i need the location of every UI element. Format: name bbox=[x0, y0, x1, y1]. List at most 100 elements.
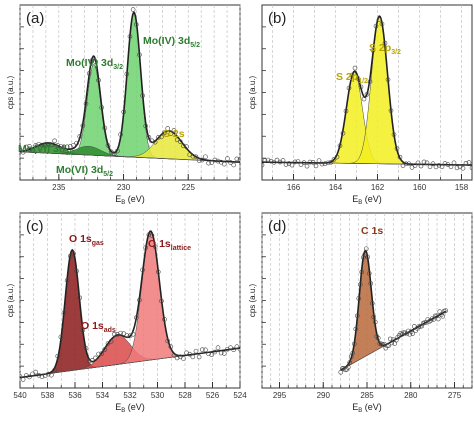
data-point bbox=[370, 48, 376, 53]
data-point bbox=[193, 348, 199, 354]
data-point bbox=[392, 341, 398, 346]
data-point bbox=[215, 345, 221, 351]
data-point bbox=[268, 158, 274, 164]
data-point bbox=[159, 298, 164, 304]
data-point bbox=[121, 109, 127, 115]
data-point bbox=[340, 130, 346, 136]
data-point bbox=[221, 351, 227, 356]
x-tick-label: 285 bbox=[360, 391, 374, 400]
data-point bbox=[371, 314, 377, 320]
data-point bbox=[355, 76, 361, 81]
data-point bbox=[357, 282, 363, 287]
data-point bbox=[64, 144, 70, 150]
data-point bbox=[372, 319, 378, 325]
data-point bbox=[237, 156, 240, 162]
data-point bbox=[133, 315, 139, 320]
data-point bbox=[343, 108, 349, 114]
data-point bbox=[286, 161, 292, 166]
data-point bbox=[39, 142, 45, 148]
data-point bbox=[404, 331, 410, 337]
data-point bbox=[33, 143, 39, 148]
data-point bbox=[52, 138, 57, 144]
data-point bbox=[162, 317, 167, 322]
x-tick-label: 275 bbox=[448, 391, 462, 400]
x-tick-label: 164 bbox=[329, 183, 343, 192]
data-point bbox=[304, 163, 310, 169]
data-point bbox=[363, 246, 369, 252]
data-point bbox=[319, 161, 325, 167]
data-point bbox=[165, 126, 171, 131]
peak-annotation: C 1s bbox=[361, 225, 383, 237]
data-point bbox=[181, 143, 186, 149]
x-tick-label: 290 bbox=[317, 391, 331, 400]
x-axis-label: EB (eV) bbox=[115, 402, 145, 414]
peak-annotation: Mo(VI) 3d3/2 bbox=[18, 143, 75, 157]
plot-area bbox=[20, 7, 240, 168]
peak-annotation: Mo(VI) 3d5/2 bbox=[56, 164, 113, 178]
data-point bbox=[365, 254, 371, 260]
data-point bbox=[55, 143, 61, 148]
data-point bbox=[325, 160, 331, 166]
data-point bbox=[155, 135, 161, 140]
data-point bbox=[102, 347, 108, 352]
data-point bbox=[418, 163, 424, 169]
data-point bbox=[342, 367, 348, 373]
data-point bbox=[225, 156, 230, 161]
data-point bbox=[397, 154, 403, 160]
panel-c: 540 538 536 534 532 530 528 526 524 EB (eV) cps (a… bbox=[6, 212, 247, 414]
data-point bbox=[165, 338, 171, 344]
data-point bbox=[105, 341, 111, 346]
data-point bbox=[168, 131, 174, 136]
data-point bbox=[74, 268, 79, 274]
data-point bbox=[225, 346, 230, 352]
data-point bbox=[30, 147, 35, 153]
data-point bbox=[451, 160, 457, 166]
x-tick-label: 158 bbox=[455, 183, 469, 192]
data-point bbox=[421, 159, 427, 165]
data-point bbox=[130, 7, 136, 12]
data-point bbox=[89, 57, 95, 63]
data-point bbox=[184, 350, 189, 356]
panel-label: (c) bbox=[26, 218, 44, 235]
data-point bbox=[295, 159, 301, 164]
panel-label: (b) bbox=[268, 10, 286, 27]
data-point bbox=[118, 132, 123, 137]
data-point bbox=[438, 312, 444, 317]
plot-area bbox=[338, 246, 449, 375]
data-point bbox=[184, 144, 189, 150]
data-point bbox=[61, 144, 67, 150]
data-point bbox=[187, 152, 193, 158]
x-tick-label: 524 bbox=[233, 391, 247, 400]
data-point bbox=[448, 164, 454, 170]
data-point bbox=[368, 281, 374, 286]
data-point bbox=[218, 159, 224, 165]
data-point bbox=[108, 339, 114, 344]
fit-envelope bbox=[340, 249, 447, 371]
data-point bbox=[424, 160, 430, 166]
data-point bbox=[356, 296, 362, 301]
data-point bbox=[127, 333, 133, 339]
data-point bbox=[362, 252, 368, 257]
data-point bbox=[86, 71, 92, 76]
data-point bbox=[118, 330, 123, 336]
data-point bbox=[49, 142, 54, 148]
data-point bbox=[394, 146, 400, 151]
data-point bbox=[348, 354, 354, 360]
x-tick-label: 532 bbox=[123, 391, 137, 400]
data-point bbox=[203, 154, 208, 160]
data-point bbox=[27, 144, 32, 149]
data-point bbox=[441, 308, 447, 314]
data-point bbox=[411, 324, 417, 329]
data-point bbox=[413, 328, 419, 333]
data-point bbox=[349, 72, 355, 78]
x-tick-label: 225 bbox=[182, 183, 196, 192]
data-point bbox=[127, 34, 133, 39]
data-point bbox=[406, 161, 412, 167]
x-tick-label: 160 bbox=[413, 183, 427, 192]
x-tick-label: 536 bbox=[68, 391, 82, 400]
data-point bbox=[234, 156, 240, 162]
x-tick-label: 538 bbox=[41, 391, 55, 400]
x-tick-label: 230 bbox=[117, 183, 131, 192]
data-point bbox=[382, 40, 388, 46]
data-point bbox=[152, 139, 158, 145]
